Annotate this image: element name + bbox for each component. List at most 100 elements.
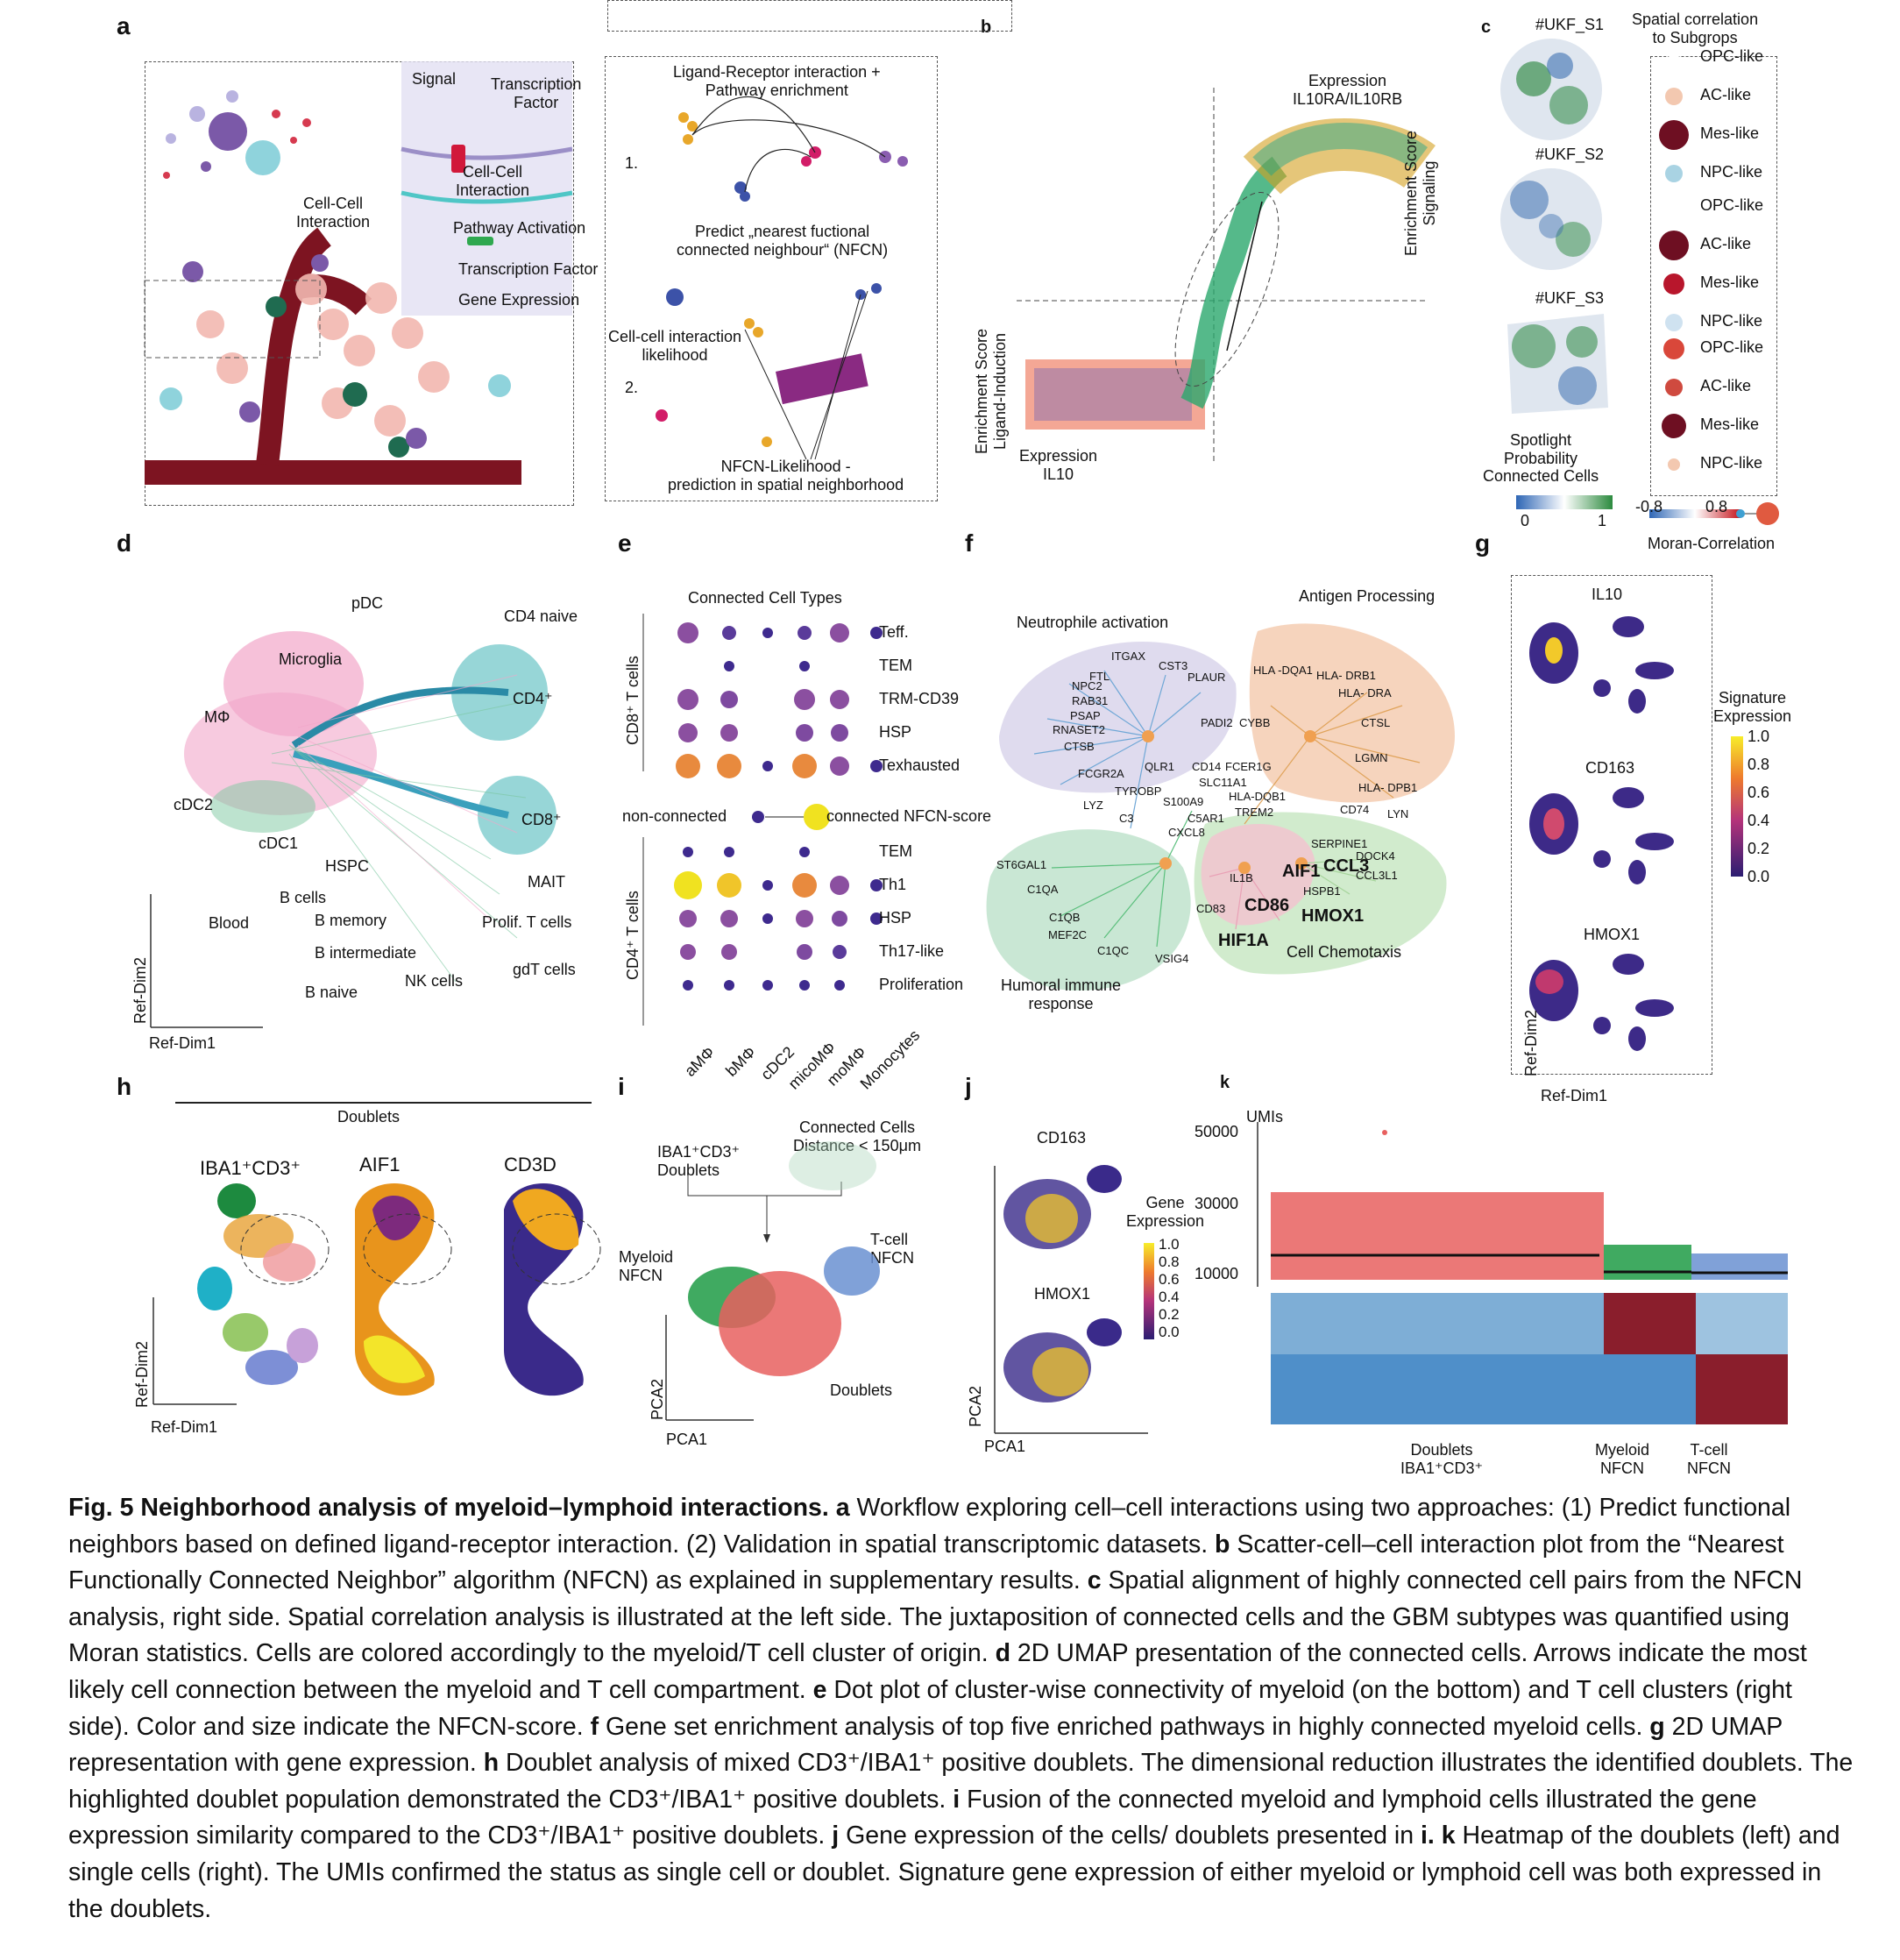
panel-c-legend-dot xyxy=(1663,338,1684,359)
panel-f-gene-bold: HIF1A xyxy=(1218,931,1269,950)
caption-panel-text: Workflow exploring cell–cell interaction… xyxy=(68,1494,1791,1559)
panel-f-gene: HLA- DPB1 xyxy=(1358,781,1418,794)
panel-f-gene-bold: AIF1 xyxy=(1282,862,1321,881)
panel-k-ytick: 50000 xyxy=(1195,1123,1239,1140)
panel-e-dot xyxy=(797,944,812,960)
panel-e-dot xyxy=(830,876,849,895)
panel-b-expression-top: Expression IL10RA/IL10RB xyxy=(1293,72,1403,108)
panel-f-gene: ST6GAL1 xyxy=(996,858,1047,871)
panel-d-label-cd4: CD4⁺ xyxy=(513,690,553,707)
panel-e-dot xyxy=(834,980,845,991)
panel-f-gene: CYBB xyxy=(1239,716,1271,729)
panel-c-legend-label: OPC-like xyxy=(1700,47,1764,65)
panel-d-label-b-intermediate: B intermediate xyxy=(315,944,417,962)
panel-e-legend-box xyxy=(607,0,1012,32)
panel-f-gene: PADI2 xyxy=(1201,716,1233,729)
panel-c-legend-dot xyxy=(1669,53,1679,63)
panel-e-row-label: TEM xyxy=(879,842,912,860)
panel-f-gene: TYROBP xyxy=(1115,785,1162,798)
panel-e-dot xyxy=(792,754,817,778)
panel-j-pca xyxy=(994,1165,1148,1434)
panel-k-group-3: T-cell NFCN xyxy=(1687,1441,1731,1477)
panel-e-dotplot xyxy=(674,622,883,991)
caption-panel-text: 2D UMAP representation with gene express… xyxy=(68,1712,1783,1778)
panel-f-gene: MEF2C xyxy=(1048,928,1088,941)
panel-e-dot xyxy=(799,847,810,857)
panel-g-tick: 0.2 xyxy=(1748,840,1770,857)
panel-f-humoral: Humoral immune response xyxy=(1001,976,1122,1012)
panel-f-gene: FTL xyxy=(1089,670,1110,683)
panel-e-legend-left: non-connected xyxy=(622,807,727,825)
caption-title: Fig. 5 Neighborhood analysis of myeloid–… xyxy=(68,1494,829,1522)
panel-h-title-1: IBA1⁺CD3⁺ xyxy=(200,1157,301,1179)
panel-h-doublets: Doublets xyxy=(337,1108,401,1126)
panel-d-label-mait: MAIT xyxy=(528,873,565,891)
panel-c-legend-label: OPC-like xyxy=(1700,338,1764,356)
panel-g-gene-2: CD163 xyxy=(1585,759,1635,777)
panel-c-spotlight: Spotlight Probability Connected Cells xyxy=(1483,431,1599,486)
panel-d-label-mphi: MΦ xyxy=(204,708,230,726)
panel-i-doublets: Doublets xyxy=(830,1381,893,1399)
panel-j-tick: 0.6 xyxy=(1159,1271,1180,1288)
panel-e-dot xyxy=(870,879,883,891)
panel-e-row-label: Texhausted xyxy=(879,756,961,774)
panel-e-dot xyxy=(717,754,741,778)
panel-c-legend-dot xyxy=(1665,379,1683,396)
panel-f-gene: CXCL8 xyxy=(1168,826,1205,839)
panel-c-legend-dot xyxy=(1662,414,1686,438)
panel-c-legend-label: NPC-like xyxy=(1700,163,1763,181)
panel-c-legend-label: Mes-like xyxy=(1700,124,1760,142)
caption-panel-text: Doublet analysis of mixed CD3⁺/IBA1⁺ pos… xyxy=(68,1749,1854,1814)
panel-e-dot xyxy=(720,724,738,742)
panel-j-tick: 0.4 xyxy=(1159,1289,1180,1305)
panel-d-label-b-memory: B memory xyxy=(315,912,387,929)
caption-panel-text: Heatmap of the doublets (left) and singl… xyxy=(68,1822,1840,1923)
panel-e-dot xyxy=(679,910,697,927)
panel-e-row-label: HSP xyxy=(879,909,912,927)
panel-e-dot xyxy=(680,944,696,960)
panel-j-axis-y: PCA2 xyxy=(967,1385,984,1427)
panel-i-axis-y: PCA2 xyxy=(649,1378,666,1420)
panel-c-scale-max: 1 xyxy=(1598,512,1607,529)
panel-c-moran-min: -0.8 xyxy=(1635,498,1663,515)
panel-f-chemotaxis: Cell Chemotaxis xyxy=(1287,943,1402,961)
caption-panel-tag: b xyxy=(1208,1530,1237,1559)
panel-e-legend-right: connected NFCN-score xyxy=(826,807,992,825)
panel-f-gene: RNASET2 xyxy=(1053,723,1105,736)
panel-g-tick: 0.8 xyxy=(1748,756,1770,773)
panel-e-dot xyxy=(676,754,700,778)
panel-letter-c: c xyxy=(1481,18,1492,37)
panel-f-gene: RAB31 xyxy=(1072,694,1109,707)
panel-f-gene: HLA -DQA1 xyxy=(1253,664,1313,677)
panel-f-gene-bold: HMOX1 xyxy=(1301,906,1365,926)
panel-i-connected: Connected Cells Distance < 150μm xyxy=(793,1118,921,1154)
panel-a-lr-title: Ligand-Receptor interaction + Pathway en… xyxy=(673,63,881,99)
panel-e-row-label: Proliferation xyxy=(879,976,964,993)
panel-a-predict: Predict „nearest fuctional connected nei… xyxy=(677,223,889,259)
panel-letter-e: e xyxy=(618,529,632,557)
panel-f-network xyxy=(986,623,1455,991)
panel-f-gene: C1QB xyxy=(1049,911,1081,924)
panel-f-gene: C1QC xyxy=(1097,944,1130,957)
panel-i-myeloid: Myeloid NFCN xyxy=(619,1248,674,1284)
panel-a-nfcn-likelihood: NFCN-Likelihood - prediction in spatial … xyxy=(668,458,904,494)
panel-j-axis-x: PCA1 xyxy=(984,1438,1026,1455)
panel-letter-k: k xyxy=(1220,1073,1230,1092)
panel-c-spatial-map-1 xyxy=(1500,39,1602,140)
panel-letter-i: i xyxy=(618,1073,625,1100)
panel-f-gene: CCL3L1 xyxy=(1356,869,1398,882)
panel-e-dot xyxy=(683,980,693,991)
caption-panel-text: Spatial alignment of highly connected ce… xyxy=(68,1566,1803,1668)
panel-a-gene-expression: Gene Expression xyxy=(458,291,580,309)
panel-c-moran-max: 0.8 xyxy=(1705,498,1728,515)
panel-i-pca xyxy=(665,1141,880,1421)
panel-k-ytick: 10000 xyxy=(1195,1265,1239,1282)
panel-f-gene: TREM2 xyxy=(1235,806,1274,819)
panel-c-legend-dot xyxy=(1665,165,1683,182)
panel-e-dot xyxy=(677,622,698,643)
panel-d-label-nk: NK cells xyxy=(405,972,464,990)
panel-j-gene-2: HMOX1 xyxy=(1034,1285,1091,1303)
panel-f-gene: LYZ xyxy=(1083,799,1103,812)
panel-c-sample-1: #UKF_S1 xyxy=(1535,16,1605,33)
panel-b-scatter xyxy=(1017,88,1436,465)
